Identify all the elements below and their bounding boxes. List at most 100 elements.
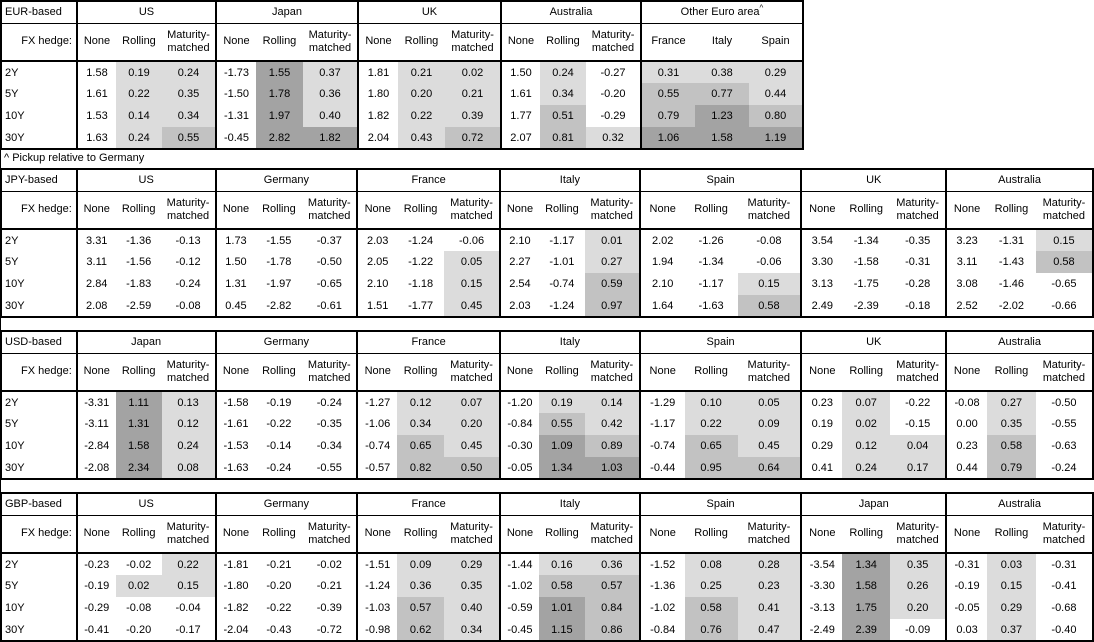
value-cell: 0.59	[584, 273, 640, 295]
value-cell: 0.39	[445, 105, 501, 127]
value-cell: -3.13	[800, 597, 843, 619]
hedge-col-header: Rolling	[256, 23, 303, 62]
maturity-label: 10Y	[5, 110, 25, 122]
value-cell: 1.94	[638, 251, 685, 273]
value-cell: 0.35	[890, 553, 947, 575]
value-cell: 0.05	[737, 391, 802, 413]
group-header-japan: Japan	[75, 331, 216, 354]
group-header-label: Australia	[998, 174, 1041, 187]
group-header-germany: Germany	[214, 331, 358, 354]
value-cell: 0.82	[397, 457, 445, 479]
group-header-label: Japan	[131, 336, 162, 349]
value-cell: 2.05	[356, 251, 398, 273]
value-cell: -1.24	[549, 299, 575, 312]
hedge-col-header: None	[75, 353, 116, 392]
group-header-spain: Spain	[638, 493, 802, 516]
group-header-us: US	[76, 1, 216, 24]
value-cell: -0.02	[316, 558, 342, 571]
value-cell: 1.58	[695, 127, 749, 149]
value-cell: 0.15	[161, 575, 216, 597]
value-cell: -0.04	[175, 602, 201, 614]
value-cell: 1.51	[356, 295, 398, 317]
value-cell: 1.03	[584, 457, 640, 479]
value-cell: 0.25	[684, 575, 738, 597]
value-cell: -0.55	[316, 461, 342, 474]
hedge-col-header: Rolling	[538, 515, 585, 554]
country-header-row: JPY-based US Germany France Italy Spain UK Aust…	[1, 169, 1093, 192]
value-cell: -0.84	[499, 413, 539, 435]
hedge-col-header: None	[800, 515, 843, 554]
value-cell: 1.31	[214, 273, 256, 295]
group-header-australia: Australia	[500, 1, 641, 24]
value-cell: 0.43	[398, 127, 445, 149]
value-cell: 0.29	[749, 61, 803, 83]
value-cell: 0.45	[737, 435, 802, 457]
maturity-row: 2Y 3.31 -1.36 -0.13 1.73 -1.55 -0.37 2.03 -1.24 -…	[1, 229, 1093, 251]
hedge-header-row: FX hedge: None Rolling Maturity-matched None…	[1, 353, 1093, 392]
hedge-col-header: Maturity-matched	[161, 191, 216, 230]
value-cell: 1.77	[500, 105, 540, 127]
value-cell: 2.10	[356, 273, 398, 295]
group-header-label: France	[411, 336, 446, 349]
hedge-col-header: None	[800, 191, 843, 230]
value-cell: 0.58	[737, 295, 802, 317]
value-cell: -0.08	[945, 391, 988, 413]
value-cell: 1.23	[695, 105, 749, 127]
maturity-label: 5Y	[5, 88, 19, 100]
group-header-label: Italy	[559, 174, 580, 187]
value-cell: 0.27	[584, 251, 640, 273]
value-cell: 0.34	[444, 619, 500, 641]
value-cell: 2.04	[357, 127, 398, 149]
value-cell: 2.02	[638, 229, 685, 251]
base-label: JPY-based	[1, 169, 77, 192]
country-header-row: GBP-based US Germany France Italy Spain Japan A…	[1, 493, 1093, 516]
value-cell: 0.15	[444, 273, 500, 295]
value-cell: 0.36	[303, 83, 358, 105]
value-cell: 1.78	[256, 83, 303, 105]
value-cell: 0.24	[540, 61, 586, 83]
hedge-col-header: None	[214, 515, 256, 554]
value-cell: 0.07	[444, 391, 500, 413]
value-cell: 0.02	[445, 61, 501, 83]
value-cell: 0.42	[584, 413, 640, 435]
hedge-col-header: Rolling	[398, 23, 445, 62]
value-cell: 1.97	[256, 105, 303, 127]
value-cell: -1.82	[214, 597, 256, 619]
maturity-label: 2Y	[5, 234, 19, 247]
maturity-row: 10Y 1.53 0.14 0.34 -1.31 1.97 0.40 1.82 0.22 0.39…	[1, 105, 803, 127]
hedge-col-header: None	[945, 191, 988, 230]
hedge-col-header: Rolling	[540, 23, 586, 62]
value-cell: 0.57	[397, 597, 445, 619]
value-cell: 0.19	[116, 61, 162, 83]
hedge-col-header: Maturity-matched	[302, 191, 358, 230]
hedge-col-header: Rolling	[538, 191, 585, 230]
value-cell: -1.03	[356, 597, 398, 619]
maturity-row: 5Y -3.11 1.31 0.12 -1.61 -0.22 -0.35 -1.06 0.34 0…	[1, 413, 1093, 435]
value-cell: 0.45	[214, 295, 256, 317]
value-cell: -1.83	[126, 278, 152, 290]
hedge-header-row: FX hedge: None Rolling Maturity-matched None…	[1, 515, 1093, 554]
group-header-label: Italy	[559, 336, 580, 349]
value-cell: 2.07	[500, 127, 540, 149]
value-cell: 0.72	[445, 127, 501, 149]
value-cell: -1.29	[638, 391, 685, 413]
value-cell: 0.37	[987, 619, 1036, 641]
fx-hedge-label: FX hedge:	[1, 23, 77, 62]
value-cell: -0.39	[316, 602, 342, 614]
value-cell: 0.86	[584, 619, 640, 641]
hedge-col-header: Maturity-matched	[584, 191, 640, 230]
value-cell: 0.58	[538, 575, 585, 597]
value-cell: 0.12	[842, 435, 891, 457]
hedge-col-header: Rolling	[397, 515, 445, 554]
group-header-label: Germany	[263, 174, 310, 187]
group-header-germany: Germany	[214, 169, 358, 192]
value-cell: 1.15	[538, 619, 585, 641]
group-header-label: Australia	[998, 336, 1041, 349]
value-cell: 1.31	[115, 413, 162, 435]
group-header-label: France	[411, 174, 446, 187]
hedge-col-header: Rolling	[255, 515, 303, 554]
hedge-col-header: None	[215, 23, 256, 62]
fx-hedge-label: FX hedge:	[1, 515, 77, 554]
group-header-australia: Australia	[945, 169, 1093, 192]
value-cell: 0.01	[584, 229, 640, 251]
